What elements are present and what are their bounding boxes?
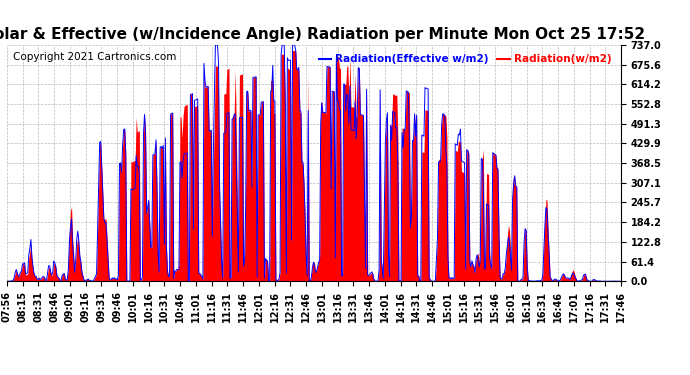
Title: Solar & Effective (w/Incidence Angle) Radiation per Minute Mon Oct 25 17:52: Solar & Effective (w/Incidence Angle) Ra… (0, 27, 645, 42)
Legend: Radiation(Effective w/m2), Radiation(w/m2): Radiation(Effective w/m2), Radiation(w/m… (315, 50, 615, 69)
Text: Copyright 2021 Cartronics.com: Copyright 2021 Cartronics.com (13, 52, 177, 62)
